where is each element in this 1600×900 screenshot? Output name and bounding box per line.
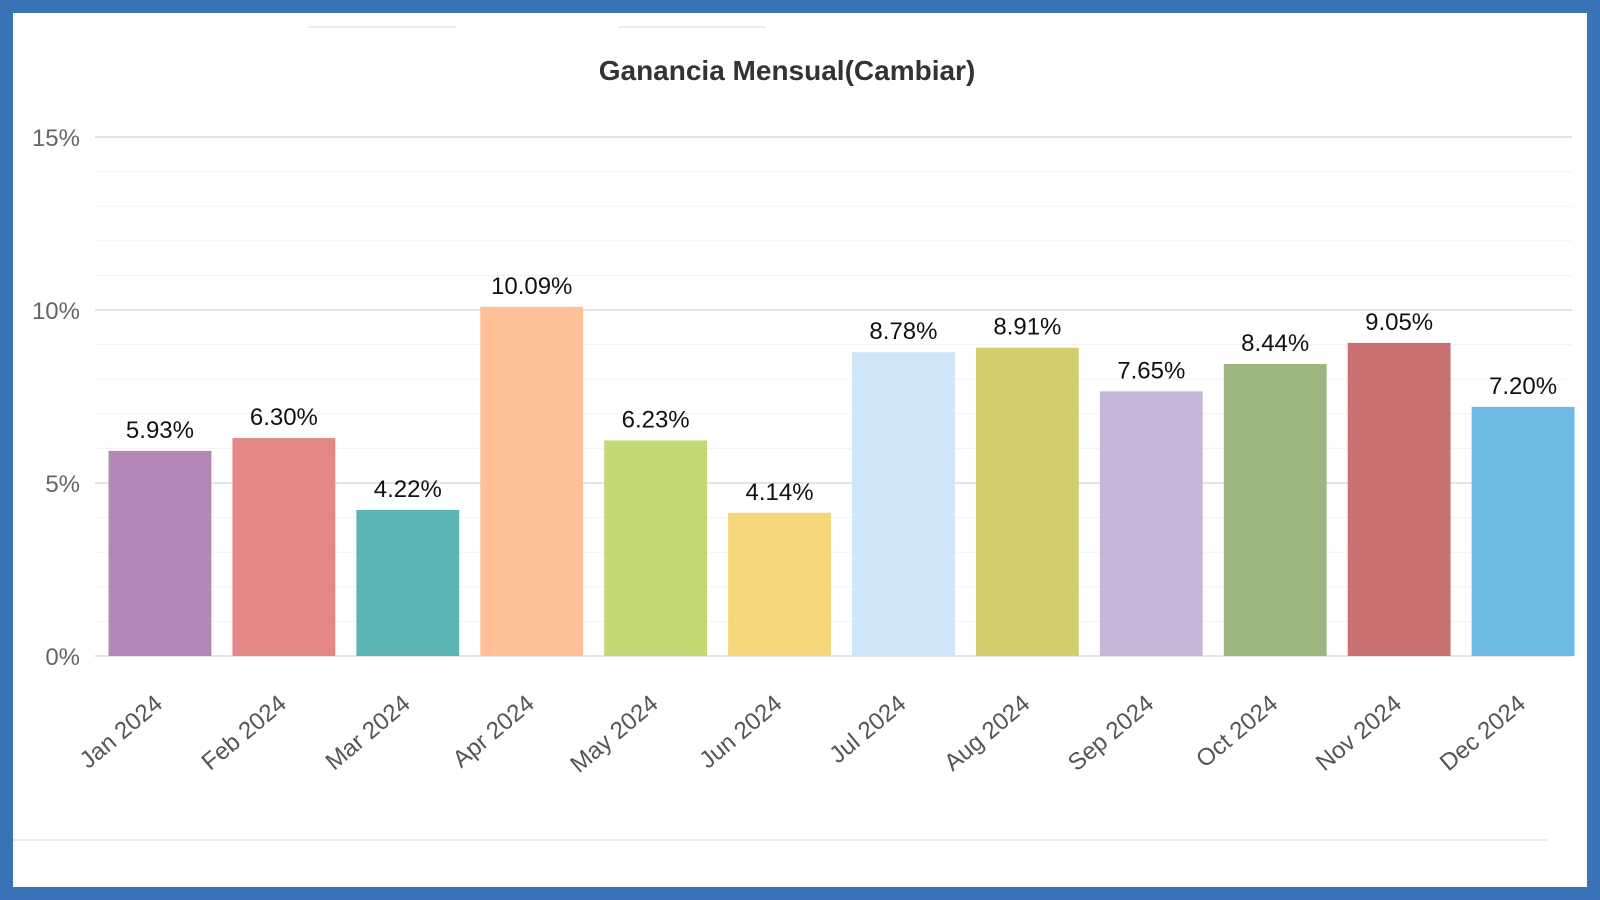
bar xyxy=(356,509,460,656)
data-label: 10.09% xyxy=(491,273,572,300)
chart-title: Ganancia Mensual(Cambiar) xyxy=(599,55,976,86)
data-label: 9.05% xyxy=(1365,309,1433,336)
bar xyxy=(1471,406,1575,656)
x-tick-label: Mar 2024 xyxy=(321,690,416,776)
bar xyxy=(108,450,212,656)
panel-divider xyxy=(13,839,1547,841)
x-tick-label: Oct 2024 xyxy=(1191,690,1283,773)
x-tick-label: Aug 2024 xyxy=(939,690,1035,777)
tab-divider-right xyxy=(618,26,766,28)
x-tick-label: Jul 2024 xyxy=(824,690,911,769)
bar xyxy=(1099,391,1203,656)
bar xyxy=(1347,342,1451,656)
x-tick-label: Apr 2024 xyxy=(448,690,540,773)
bar xyxy=(604,440,708,656)
bar xyxy=(975,347,1079,656)
y-axis: 0% 5% 10% 15% xyxy=(32,125,80,671)
data-label: 7.65% xyxy=(1117,357,1185,384)
x-tick-label: Jun 2024 xyxy=(694,690,787,774)
data-label: 8.78% xyxy=(869,318,937,345)
data-label: 4.22% xyxy=(374,476,442,503)
y-tick-label: 0% xyxy=(45,644,80,671)
x-tick-label: Sep 2024 xyxy=(1063,690,1159,777)
y-tick-label: 5% xyxy=(45,471,80,498)
x-axis: Jan 2024 Feb 2024 Mar 2024 Apr 2024 May 2024… xyxy=(75,690,1531,778)
bar xyxy=(232,438,336,656)
bar xyxy=(852,352,955,656)
data-label: 6.23% xyxy=(622,406,690,433)
tab-divider-left xyxy=(308,26,456,28)
bar xyxy=(728,512,831,656)
data-label: 4.14% xyxy=(746,479,814,506)
data-label: 8.44% xyxy=(1241,330,1309,357)
x-tick-label: Feb 2024 xyxy=(197,690,292,776)
x-tick-label: May 2024 xyxy=(565,690,663,778)
y-tick-label: 10% xyxy=(32,298,80,325)
data-label: 7.20% xyxy=(1489,373,1557,400)
x-tick-label: Jan 2024 xyxy=(75,690,168,774)
x-tick-label: Dec 2024 xyxy=(1435,690,1531,777)
data-label: 5.93% xyxy=(126,417,194,444)
data-label: 8.91% xyxy=(993,314,1061,341)
data-label: 6.30% xyxy=(250,404,318,431)
y-tick-label: 15% xyxy=(32,125,80,152)
x-tick-label: Nov 2024 xyxy=(1311,690,1407,777)
data-labels: 5.93% 6.30% 4.22% 10.09% 6.23% 4.14% 8.78% 8.91… xyxy=(126,273,1557,506)
bar xyxy=(1223,363,1327,656)
bar xyxy=(480,306,584,656)
bars xyxy=(108,306,1575,656)
